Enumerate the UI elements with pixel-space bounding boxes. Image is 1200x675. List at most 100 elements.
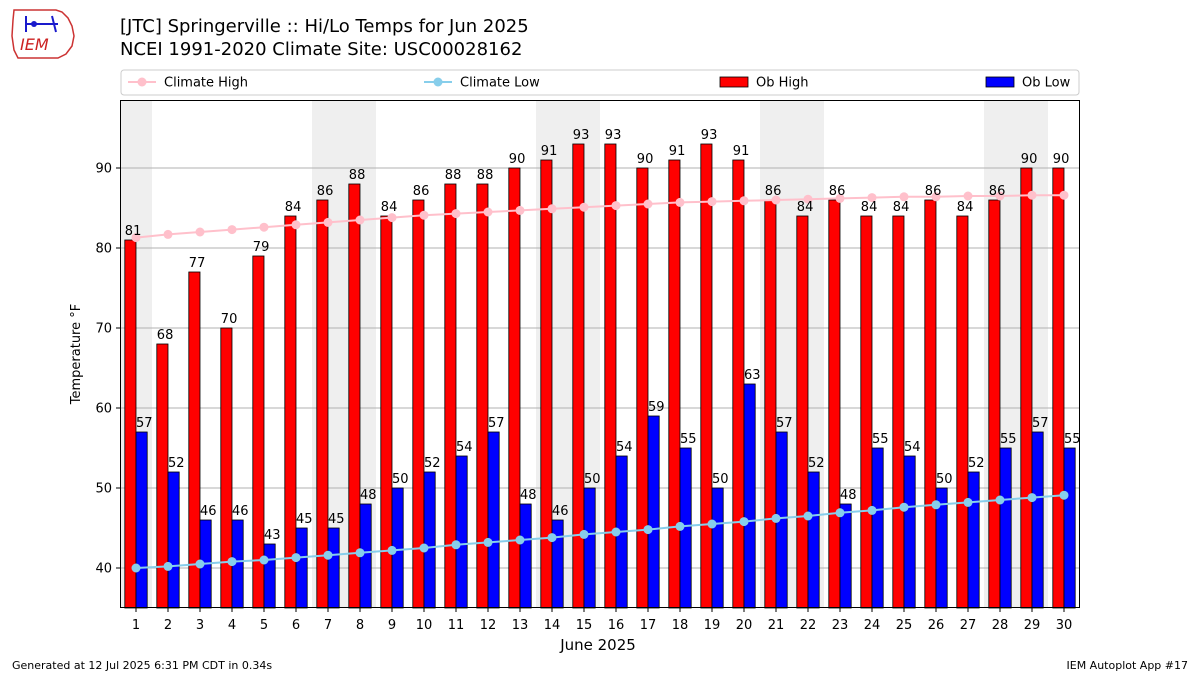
ob-low-bar [263,543,276,609]
ob-low-bar [967,471,980,609]
footer-app-text: IEM Autoplot App #17 [1066,659,1189,672]
ob-high-label: 90 [637,152,654,167]
climate-high-point [419,210,429,220]
ob-high-label: 86 [925,184,942,199]
climate-high-point [515,205,525,215]
climate-high-point [899,192,909,202]
ob-low-label: 50 [392,472,409,487]
ob-high-bar [316,199,329,609]
ob-high-label: 91 [669,144,686,159]
ob-low-label: 54 [904,440,921,455]
climate-high-point [355,215,365,225]
ob-high-label: 91 [541,144,558,159]
x-tick-label: 15 [576,618,593,633]
ob-high-bar [348,183,361,609]
climate-high-line [135,194,1064,239]
x-tick-label: 6 [292,618,300,633]
ob-low-bar [711,487,724,609]
ob-high-bar [1052,167,1065,609]
climate-high-point [163,229,173,239]
ob-low-label: 45 [296,512,313,527]
climate-low-point [739,517,749,527]
climate-high-point [611,201,621,211]
ob-low-bar [903,455,916,609]
ob-low-bar [743,383,756,609]
ob-high-bar [860,215,873,609]
climate-low-point [131,563,141,573]
ob-low-label: 57 [1032,416,1049,431]
ob-high-bar [636,167,649,609]
ob-low-label: 55 [872,432,889,447]
climate-low-point [995,495,1005,505]
climate-low-point [419,543,429,553]
y-tick-label: 60 [95,402,112,417]
climate-high-point [291,220,301,230]
climate-high-point [835,193,845,203]
climate-low-point [1027,493,1037,503]
ob-low-label: 46 [232,504,249,519]
ob-low-label: 59 [648,400,665,415]
legend-box [120,69,1080,96]
footer-generated-text: Generated at 12 Jul 2025 6:31 PM CDT in … [12,659,273,672]
climate-high-point [867,193,877,203]
legend-climate-high-marker [137,77,147,87]
ob-high-bar [956,215,969,609]
ob-high-label: 81 [125,224,142,239]
climate-low-point [163,561,173,571]
ob-low-label: 50 [936,472,953,487]
ob-high-label: 86 [317,184,334,199]
ob-high-label: 84 [381,200,398,215]
climate-high-point [1027,190,1037,200]
legend-climate-high-label: Climate High [164,76,248,91]
legend: Climate High Climate Low Ob High Ob Low [120,69,1080,96]
x-tick-label: 14 [544,618,561,633]
ob-low-label: 57 [488,416,505,431]
ob-high-bar [924,199,937,609]
ob-high-label: 88 [477,168,494,183]
legend-ob-low-swatch [985,76,1015,88]
ob-high-bar [988,199,1001,609]
bar-series [124,143,1076,609]
ob-low-bar [1063,447,1076,609]
ob-low-bar [167,471,180,609]
climate-low-point [579,529,589,539]
ob-low-label: 54 [456,440,473,455]
climate-low-point [259,555,269,565]
ob-high-label: 88 [349,168,366,183]
climate-low-point [195,559,205,569]
ob-low-label: 55 [680,432,697,447]
ob-low-label: 48 [360,488,377,503]
ob-high-bar [188,271,201,609]
x-tick-label: 20 [736,618,753,633]
climate-high-point [579,202,589,212]
ob-high-label: 86 [765,184,782,199]
climate-low-point [227,557,237,567]
climate-high-point [323,217,333,227]
y-tick-label: 50 [95,482,112,497]
x-tick-label: 21 [768,618,785,633]
x-tick-label: 9 [388,618,396,633]
iem-logo: IEM [11,9,75,59]
climate-low-point [675,521,685,531]
ob-low-bar [455,455,468,609]
logo-text: IEM [20,35,49,54]
ob-high-label: 93 [573,128,590,143]
climate-high-point [771,195,781,205]
ob-high-bar [252,255,265,609]
ob-low-bar [551,519,564,609]
climate-low-point [291,553,301,563]
ob-high-bar [732,159,745,609]
climate-high-point [387,213,397,223]
ob-high-bar [284,215,297,609]
climate-low-point [515,535,525,545]
legend-climate-low-marker [433,77,443,87]
ob-low-label: 52 [424,456,441,471]
ob-high-label: 84 [893,200,910,215]
climate-low-point [355,548,365,558]
ob-low-label: 46 [552,504,569,519]
climate-lines [131,190,1069,573]
ob-low-label: 57 [776,416,793,431]
climate-high-point [643,199,653,209]
climate-high-point [195,227,205,237]
